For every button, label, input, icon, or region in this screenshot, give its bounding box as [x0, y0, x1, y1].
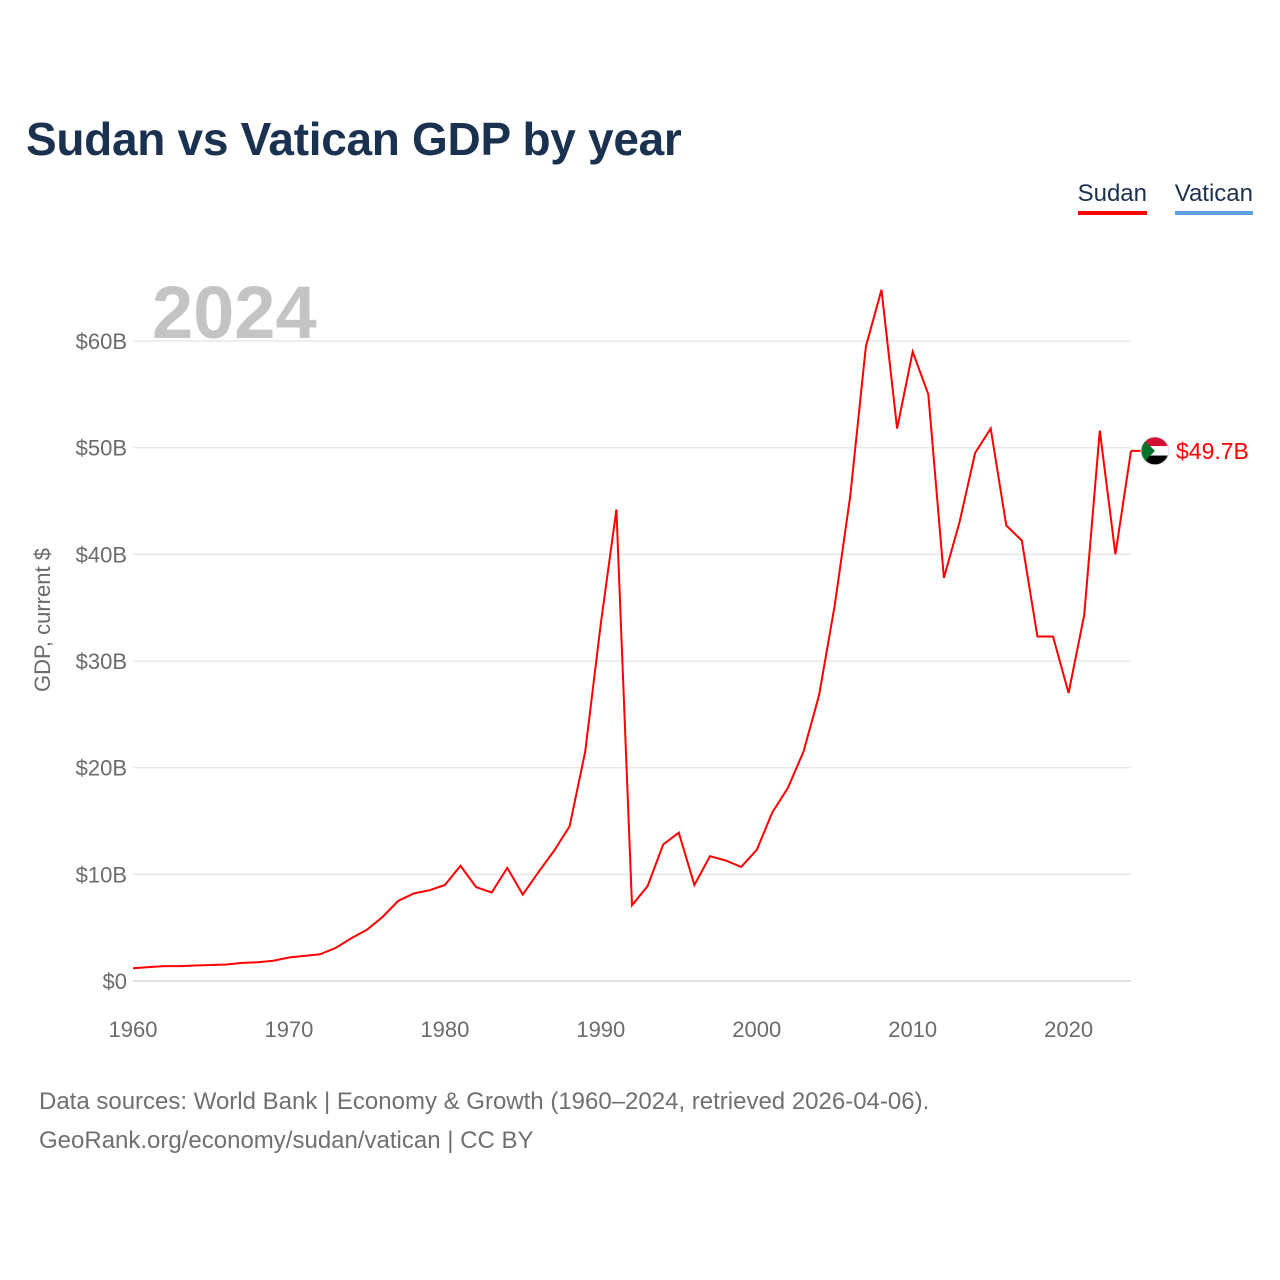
flag-triangle-green [1141, 436, 1155, 465]
y-tick-label: $0 [103, 969, 127, 994]
flag-stripe-black [1141, 455, 1169, 465]
y-tick-label: $20B [76, 756, 127, 781]
gridlines [133, 340, 1131, 982]
y-tick-label: $40B [76, 542, 127, 567]
source-line-2[interactable]: GeoRank.org/economy/sudan/vatican | CC B… [39, 1127, 534, 1154]
source-line-1: Data sources: World Bank | Economy & Gro… [39, 1088, 930, 1115]
x-tick-label: 1970 [264, 1017, 313, 1042]
y-tick-label: $60B [76, 329, 127, 354]
y-axis-title: GDP, current $ [30, 548, 55, 692]
series-line-sudan [132, 289, 1132, 970]
x-tick-label: 2000 [732, 1017, 781, 1042]
x-tick-label: 2020 [1044, 1017, 1093, 1042]
y-tick-label: $10B [76, 862, 127, 887]
sudan-end-value-label: $49.7B [1176, 438, 1249, 464]
sudan-end-marker: $49.7B [1140, 436, 1249, 466]
sudan-flag-icon [1141, 436, 1169, 465]
x-tick-label: 1980 [420, 1017, 469, 1042]
y-axis-ticks: $0 $10B $20B $30B $40B $50B $60B [76, 329, 127, 994]
legend-item-vatican[interactable]: Vatican [1174, 180, 1253, 215]
x-tick-label: 1990 [576, 1017, 625, 1042]
chart-title: Sudan vs Vatican GDP by year [26, 113, 682, 165]
source-note: Data sources: World Bank | Economy & Gro… [39, 1082, 929, 1160]
x-tick-label: 2010 [888, 1017, 937, 1042]
series-lines [132, 289, 1141, 970]
flag-stripe-white [1141, 446, 1169, 456]
flag-outline [1140, 436, 1170, 466]
x-axis-ticks: 1960 1970 1980 1990 2000 2010 2020 [109, 1017, 1094, 1042]
year-watermark: 2024 [152, 271, 317, 354]
y-tick-label: $30B [76, 649, 127, 674]
legend-item-sudan[interactable]: Sudan [1077, 180, 1147, 215]
x-tick-label: 1960 [109, 1017, 158, 1042]
y-tick-label: $50B [76, 436, 127, 461]
flag-stripe-red [1141, 436, 1169, 447]
